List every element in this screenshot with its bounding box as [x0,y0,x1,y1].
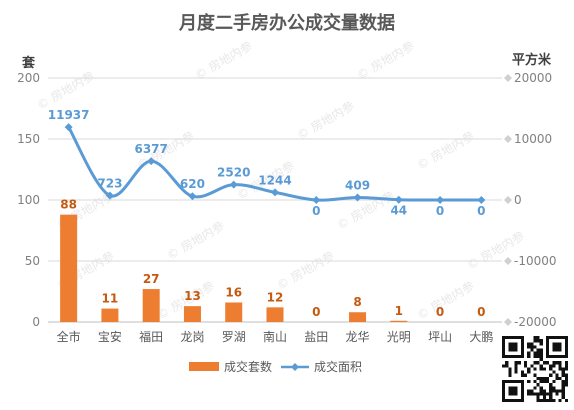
line-value-label: 44 [390,204,407,218]
watermark-text: © 房地内参 [274,248,337,293]
qr-code-image [502,336,568,402]
x-tick-label: 福田 [139,329,163,344]
x-tick-label: 宝安 [98,329,122,344]
bar-value-label: 0 [312,305,320,319]
line-point [271,188,279,197]
labels-layer: 88 11 27 13 16 12 0 8 1 0 0 11937 723 6377 620 2520 1244… [48,108,486,319]
watermark-text: © 房地内参 [414,278,477,323]
watermark-text: © 房地内参 [414,128,477,173]
line-value-label: 11937 [48,108,90,122]
line-point [188,192,197,201]
line-value-label: 0 [436,204,444,218]
x-tick-label: 大鹏 [469,330,493,344]
bar [349,312,367,322]
line-point [64,123,73,132]
watermark-text: © 房地内参 [164,218,227,263]
line-value-label: 1244 [258,173,291,187]
y-right-tick-marker [504,135,512,143]
y-left-tick-label: 200 [17,71,40,85]
line-point [312,196,321,204]
y-right-tick-label: 10000 [514,132,552,146]
watermark-text: © 房地内参 [192,38,255,83]
bar-value-label: 16 [225,285,242,299]
line-value-label: 723 [97,177,122,191]
line-point [147,157,156,166]
bar-value-label: 8 [353,295,361,309]
bar-value-label: 1 [395,304,403,318]
watermark-text: © 房地内参 [334,188,397,233]
x-tick-label: 龙岗 [180,330,204,344]
axes-layer: 050100150200-20000-1000001000020000全市 宝安福… [17,71,556,344]
bar [266,307,284,322]
y-right-tick-label: -10000 [514,254,557,268]
line-value-label: 0 [312,204,320,218]
bar [142,289,160,322]
bar-value-label: 0 [477,305,485,319]
line-value-label: 620 [180,177,205,191]
bar [183,306,201,322]
y-right-tick-marker [504,257,512,265]
x-tick-label: 坪山 [428,330,452,344]
chart-title: 月度二手房办公成交量数据 [178,12,395,34]
line-value-label: 0 [477,204,485,218]
y-left-tick-label: 50 [25,254,40,268]
watermark-text: © 房地内参 [34,68,97,113]
y-right-tick-marker [504,196,512,204]
bar [390,320,408,322]
bars-layer [60,214,408,322]
x-tick-label: 光明 [387,330,411,344]
line-point [394,195,403,204]
line-value-label: 2520 [217,166,250,180]
y-right-tick-label: -20000 [514,315,557,329]
line-point [353,193,362,202]
bar [225,302,243,322]
legend-line-marker [291,363,299,371]
legend-bar-label: 成交套数 [224,359,272,374]
watermark-text: © 房地内参 [294,98,357,143]
line-layer [64,123,486,204]
legend-line-label: 成交面积 [314,359,362,374]
x-tick-label: 罗湖 [222,329,246,344]
line-value-label: 6377 [134,142,167,156]
line-point [477,196,486,204]
bar-value-label: 12 [267,290,284,304]
x-tick-label: 全市 [57,329,81,344]
x-tick-label: 盐田 [304,330,328,344]
y-right-axis-title: 平方米 [512,52,552,68]
watermark-text: © 房地内参 [354,38,417,83]
legend-bar-swatch [189,362,219,371]
x-tick-label: 南山 [263,329,287,344]
y-right-tick-marker [504,318,512,326]
line-point [436,196,445,204]
bar-value-label: 88 [60,198,77,212]
y-right-tick-marker [504,74,512,82]
bar [60,214,78,322]
y-right-tick-label: 20000 [514,71,552,85]
y-left-tick-label: 100 [17,193,40,207]
y-right-tick-label: 0 [514,193,522,207]
bar-value-label: 13 [184,289,201,303]
line-point [105,191,114,200]
bar-value-label: 11 [102,292,119,306]
line-point [229,180,238,189]
bar-value-label: 0 [436,305,444,319]
bar [101,308,119,322]
y-left-axis-title: 套 [21,55,36,71]
bar-value-label: 27 [143,272,160,286]
y-left-tick-label: 0 [32,315,40,329]
y-left-tick-label: 150 [17,132,40,146]
line-value-label: 409 [345,179,370,193]
legend: 成交套数 成交面积 [189,359,362,374]
x-tick-label: 龙华 [346,330,370,344]
